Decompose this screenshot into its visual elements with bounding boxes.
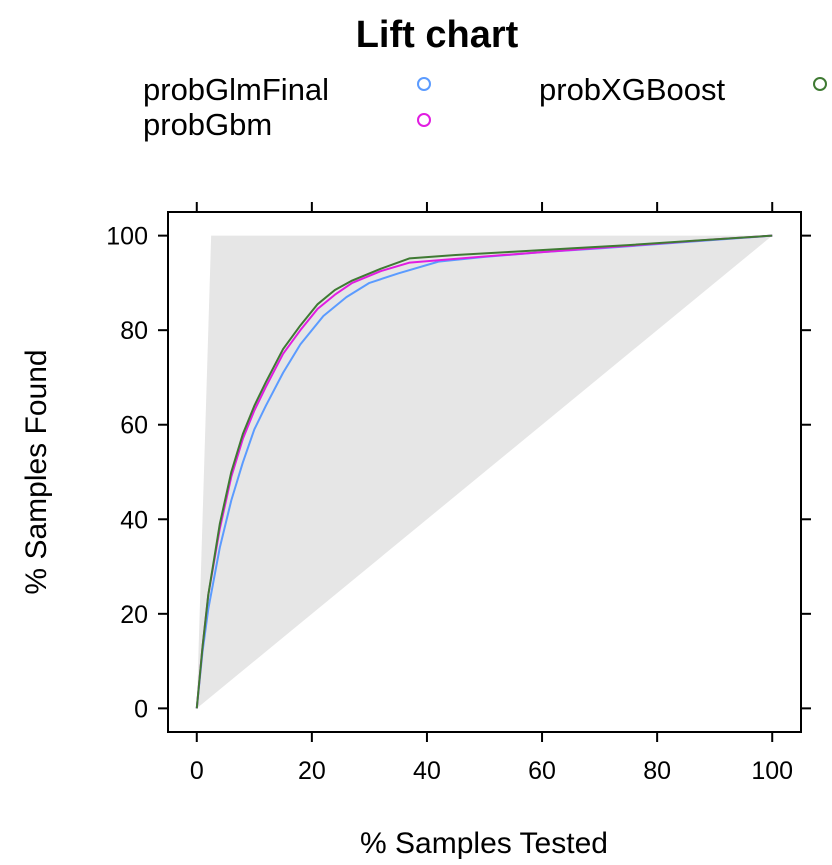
- axis-ticks: 0 20 40 60 80 100 0 20 40 60 80 100: [106, 202, 811, 785]
- y-tick-label: 0: [134, 695, 148, 723]
- legend-label-probXGBoost: probXGBoost: [539, 72, 725, 107]
- x-tick-label: 80: [643, 757, 671, 785]
- x-tick-label: 40: [413, 757, 441, 785]
- x-tick-label: 0: [190, 757, 204, 785]
- legend-label-probGlmFinal: probGlmFinal: [143, 72, 329, 107]
- legend-marker-probGlmFinal: [417, 77, 431, 91]
- x-tick-label: 60: [528, 757, 556, 785]
- x-axis-title: % Samples Tested: [360, 827, 608, 860]
- x-tick-label: 100: [751, 757, 793, 785]
- y-tick-label: 100: [106, 223, 148, 251]
- series-line-probGbm: [195, 234, 773, 709]
- legend-label-probGbm: probGbm: [143, 107, 272, 142]
- y-tick-label: 20: [120, 601, 148, 629]
- legend-marker-probXGBoost: [813, 77, 827, 91]
- y-axis-title: % Samples Found: [20, 349, 53, 594]
- y-tick-label: 60: [120, 412, 148, 440]
- y-tick-label: 40: [120, 506, 148, 534]
- ideal-region: [196, 235, 773, 709]
- chart-title: Lift chart: [356, 14, 519, 56]
- x-tick-label: 20: [298, 757, 326, 785]
- legend-marker-probGbm: [417, 113, 431, 127]
- series-line-probXGBoost: [195, 234, 773, 709]
- y-tick-label: 80: [120, 317, 148, 345]
- series-lines: [195, 234, 773, 709]
- legend: probGlmFinal probGbm probXGBoost: [143, 72, 827, 142]
- plot-frame: [167, 211, 802, 733]
